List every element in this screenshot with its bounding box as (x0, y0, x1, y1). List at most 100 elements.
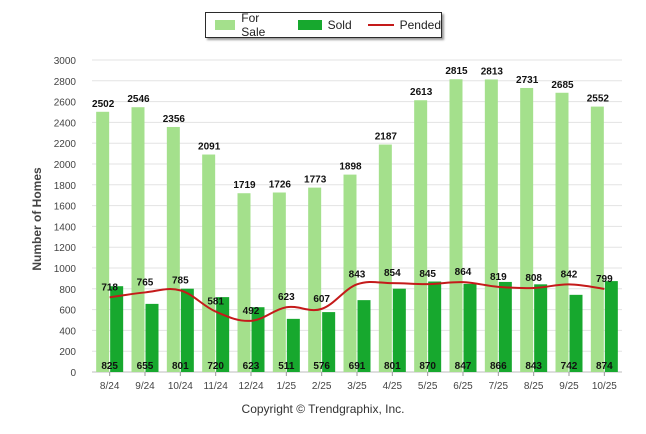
pended-value-label: 819 (490, 272, 507, 283)
for-sale-bar (378, 144, 392, 372)
y-tick-label: 2000 (54, 160, 77, 171)
sold-bar (322, 312, 336, 372)
grid-lines (92, 59, 622, 373)
y-tick-label: 2800 (54, 77, 77, 88)
for-sale-bar (96, 111, 110, 373)
for-sale-bar (166, 126, 180, 372)
sold-bar (534, 284, 548, 372)
sold-value-label: 874 (596, 361, 613, 372)
sold-value-label: 576 (313, 361, 330, 372)
for-sale-value-label: 1726 (269, 179, 292, 190)
for-sale-value-label: 1773 (304, 175, 327, 186)
x-tick-label: 8/25 (524, 381, 544, 392)
sold-bar (463, 283, 477, 372)
pended-value-label: 864 (455, 267, 472, 278)
for-sale-bar (449, 79, 463, 373)
y-tick-label: 600 (59, 306, 76, 317)
y-tick-label: 0 (70, 368, 76, 379)
x-tick-label: 10/24 (168, 381, 193, 392)
sold-bar (428, 281, 442, 372)
pended-value-label: 765 (137, 277, 154, 288)
for-sale-value-label: 2731 (516, 75, 539, 86)
x-tick-label: 6/25 (453, 381, 473, 392)
x-tick-label: 5/25 (418, 381, 438, 392)
y-tick-label: 1400 (54, 222, 77, 233)
for-sale-bar (343, 174, 357, 372)
sold-bar (110, 286, 124, 372)
for-sale-bar (590, 106, 604, 372)
pended-value-label: 845 (419, 269, 436, 280)
for-sale-bar (272, 192, 286, 372)
pended-value-label: 607 (313, 294, 330, 305)
for-sale-value-label: 2815 (445, 66, 468, 77)
legend-item-for-sale: For Sale (215, 11, 280, 39)
y-tick-label: 3000 (54, 56, 77, 67)
for-sale-value-label: 2502 (92, 99, 115, 110)
x-tick-label: 7/25 (489, 381, 509, 392)
sold-value-label: 870 (419, 361, 436, 372)
sold-value-label: 691 (349, 361, 366, 372)
y-tick-label: 400 (59, 326, 76, 337)
pended-line-swatch-icon (367, 24, 394, 26)
x-axis-ticks: 8/24 9/24 10/24 11/24 12/24 1/25 2/25 3/25 4/25 5… (100, 372, 617, 392)
sold-bar (569, 294, 583, 372)
sold-bar (251, 307, 265, 372)
sold-bar (357, 300, 371, 372)
copyright-footer: Copyright © Trendgraphix, Inc. (241, 402, 405, 416)
x-tick-label: 8/24 (100, 381, 120, 392)
for-sale-value-label: 2813 (481, 66, 504, 77)
y-tick-label: 2200 (54, 139, 77, 150)
sold-value-label: 866 (490, 361, 507, 372)
for-sale-value-label: 2613 (410, 87, 433, 98)
sold-value-label: 801 (384, 361, 401, 372)
sold-value-label: 511 (278, 361, 295, 372)
legend-pended-label: Pended (399, 18, 441, 32)
x-tick-label: 9/25 (559, 381, 579, 392)
y-tick-label: 1200 (54, 243, 77, 254)
pended-line-path (109, 280, 605, 322)
sold-bar (498, 281, 512, 372)
x-tick-label: 10/25 (592, 381, 617, 392)
for-sale-value-label: 2546 (127, 94, 150, 105)
y-tick-label: 1000 (54, 264, 77, 275)
legend-item-pended: Pended (367, 18, 441, 32)
x-tick-label: 12/24 (238, 381, 263, 392)
sold-value-label: 720 (207, 361, 224, 372)
sold-value-label: 655 (137, 361, 154, 372)
for-sale-value-label: 2685 (551, 80, 574, 91)
for-sale-bar (555, 92, 569, 372)
legend-item-sold: Sold (297, 18, 352, 32)
pended-value-label: 492 (243, 306, 260, 317)
y-tick-label: 200 (59, 347, 76, 358)
sold-bars (110, 281, 618, 372)
pended-value-label: 623 (278, 292, 295, 303)
sold-value-label: 801 (172, 361, 189, 372)
y-axis-ticks: 0 200 400 600 800 1000 1200 1400 1600 1800 2000 220… (54, 56, 77, 379)
legend: For Sale Sold Pended (205, 11, 442, 39)
sold-bar (180, 288, 194, 372)
pended-value-label: 581 (207, 297, 224, 308)
for-sale-bars (96, 79, 604, 373)
for-sale-bar (414, 100, 428, 373)
legend-for-sale-label: For Sale (241, 11, 266, 39)
y-axis-label: Number of Homes (30, 167, 44, 271)
x-tick-label: 1/25 (277, 381, 297, 392)
pended-value-label: 854 (384, 268, 401, 279)
pended-value-label: 718 (101, 282, 118, 293)
sold-value-label: 847 (455, 361, 472, 372)
pended-value-label: 799 (596, 274, 613, 285)
for-sale-bar (308, 187, 322, 372)
y-tick-label: 800 (59, 285, 76, 296)
legend-sold-label: Sold (327, 18, 352, 32)
x-tick-label: 4/25 (383, 381, 403, 392)
sold-swatch-icon (297, 20, 322, 30)
for-sale-value-label: 1898 (339, 162, 362, 173)
y-tick-label: 2400 (54, 118, 77, 129)
sold-value-label: 843 (525, 361, 542, 372)
pended-line (109, 280, 605, 322)
y-tick-label: 1800 (54, 181, 77, 192)
for-sale-bar (131, 107, 145, 372)
for-sale-bar (520, 87, 534, 372)
for-sale-bar (237, 193, 251, 372)
